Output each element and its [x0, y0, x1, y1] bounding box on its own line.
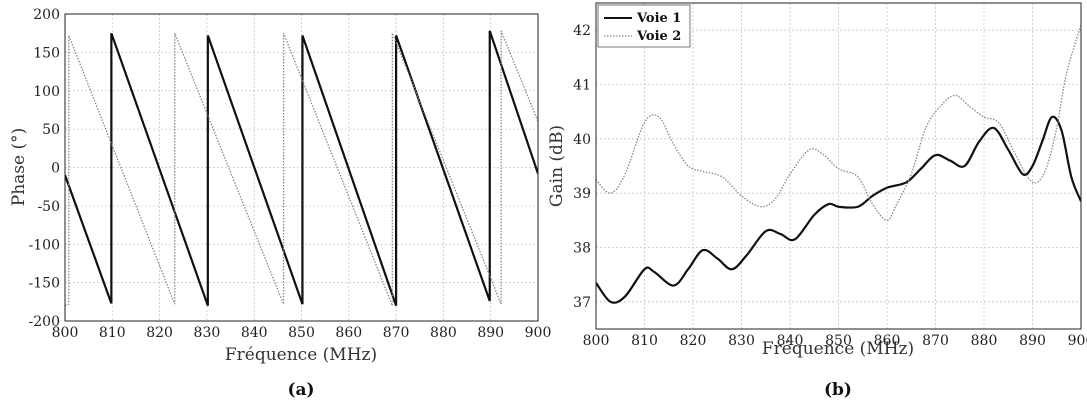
phase-ytick-label: 0	[51, 161, 60, 177]
phase-xtick-label: 880	[430, 325, 457, 341]
gain-xtick-label: 820	[680, 333, 707, 349]
gain-chart-plot-area	[595, 2, 1082, 330]
phase-ytick-label: -200	[29, 314, 60, 330]
phase-xtick-label: 890	[477, 325, 504, 341]
gain-ytick-label: 38	[573, 241, 591, 257]
gain-chart: 800 810 820 830 840 850 860 870 880 890 900 37 38 39 4…	[547, 2, 1087, 400]
gain-chart-grid	[596, 3, 1081, 329]
gain-series-2-line	[596, 24, 1081, 221]
legend-label-voie-2: Voie 2	[636, 29, 681, 44]
phase-chart-ylabel: Phase (°)	[9, 128, 29, 206]
gain-ytick-label: 39	[573, 186, 591, 202]
phase-chart-plot-area	[64, 13, 539, 322]
gain-chart-ylabel: Gain (dB)	[547, 125, 567, 207]
gain-xtick-label: 800	[583, 333, 610, 349]
gain-xtick-label: 840	[777, 333, 804, 349]
phase-xtick-label: 900	[525, 325, 552, 341]
legend-box	[597, 4, 691, 48]
gain-xtick-label: 880	[971, 333, 998, 349]
gain-xtick-label: 900	[1068, 333, 1087, 349]
phase-xtick-label: 870	[383, 325, 410, 341]
gain-chart-ticks: 800 810 820 830 840 850 860 870 880 890 900 37 38 39 4…	[573, 23, 1087, 349]
gain-ytick-label: 41	[573, 78, 591, 94]
phase-xtick-label: 840	[241, 325, 268, 341]
gain-chart-xlabel: Fréquence (MHz)	[762, 339, 914, 359]
phase-ytick-label: -150	[29, 276, 60, 292]
legend-label-voie-1: Voie 1	[636, 11, 681, 26]
gain-series-1-line	[596, 115, 1081, 304]
phase-chart-ticks: 800 810 820 830 840 850 860 870 880 890 900 -200 -15…	[29, 7, 552, 341]
phase-ytick-label: 50	[42, 122, 60, 138]
phase-xtick-label: 860	[335, 325, 362, 341]
phase-chart-xlabel: Fréquence (MHz)	[225, 345, 377, 365]
phase-ytick-label: 150	[33, 45, 60, 61]
gain-chart-caption: (b)	[824, 380, 852, 400]
phase-series-1-line	[65, 30, 538, 307]
phase-ytick-label: 100	[33, 84, 60, 100]
phase-xtick-label: 830	[194, 325, 221, 341]
gain-xtick-label: 850	[825, 333, 852, 349]
phase-ytick-label: 200	[33, 7, 60, 23]
phase-ytick-label: -50	[37, 199, 60, 215]
phase-chart-caption: (a)	[287, 380, 314, 400]
gain-xtick-label: 810	[631, 333, 658, 349]
phase-chart-series	[65, 30, 538, 307]
gain-xtick-label: 890	[1019, 333, 1046, 349]
phase-chart: 800 810 820 830 840 850 860 870 880 890 900 -200 -15…	[9, 7, 551, 400]
phase-xtick-label: 800	[52, 325, 79, 341]
gain-ytick-label: 40	[573, 132, 591, 148]
gain-xtick-label: 860	[874, 333, 901, 349]
gain-xtick-label: 870	[922, 333, 949, 349]
gain-ytick-label: 37	[573, 295, 591, 311]
phase-xtick-label: 810	[99, 325, 126, 341]
gain-xtick-label: 830	[728, 333, 755, 349]
gain-ytick-label: 42	[573, 23, 591, 39]
phase-xtick-label: 850	[288, 325, 315, 341]
phase-ytick-label: -100	[29, 237, 60, 253]
gain-chart-legend: Voie 1 Voie 2	[597, 4, 691, 48]
phase-series-2-line	[65, 30, 538, 307]
phase-xtick-label: 820	[146, 325, 173, 341]
gain-chart-series	[596, 24, 1081, 304]
